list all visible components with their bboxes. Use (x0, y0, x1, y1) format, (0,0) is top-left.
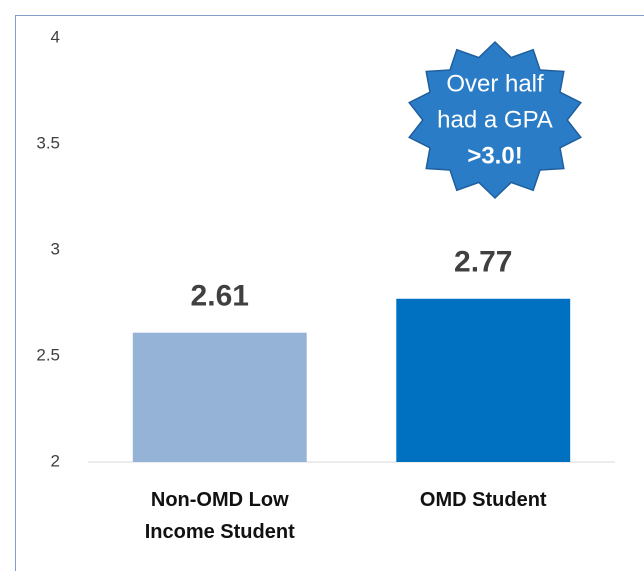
chart-border (15, 15, 644, 571)
y-tick-label: 3 (51, 239, 60, 258)
annotation-burst (408, 40, 582, 200)
y-tick-label: 4 (51, 27, 60, 46)
y-tick-label: 2 (51, 451, 60, 470)
bar (396, 298, 571, 462)
x-tick-label: Non-OMD Low Income Student (144, 489, 295, 543)
annotation-text: >3.0! (467, 142, 522, 169)
annotation-text: Over half (446, 70, 544, 97)
bar (132, 332, 307, 462)
y-tick-label: 2.5 (36, 345, 60, 364)
y-tick-label: 3.5 (36, 133, 60, 152)
x-tick-label: OMD Student (419, 489, 547, 511)
annotation-text: had a GPA (437, 106, 553, 133)
data-label: 2.77 (454, 246, 512, 279)
data-label: 2.61 (191, 280, 249, 313)
